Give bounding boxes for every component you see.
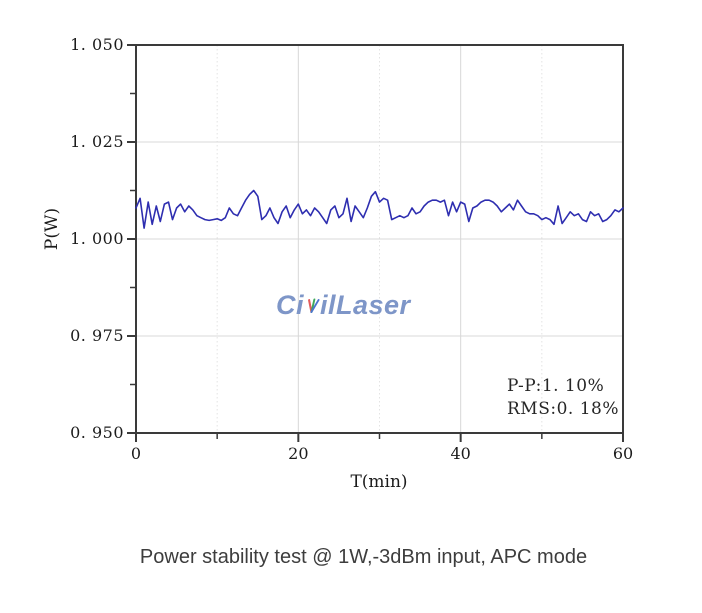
civillaser-watermark: Ci ilLaser bbox=[276, 290, 411, 320]
watermark-text-illaser: ilLaser bbox=[320, 290, 411, 320]
y-tick-label: 0. 975 bbox=[70, 326, 124, 345]
y-tick-label: 0. 950 bbox=[70, 423, 124, 442]
y-tick-label: 1. 050 bbox=[70, 35, 124, 54]
watermark-v-icon bbox=[308, 298, 320, 313]
peak-to-peak-value: P-P:1. 10% bbox=[507, 376, 605, 396]
x-axis-label: T(min) bbox=[350, 472, 408, 492]
x-tick-label: 40 bbox=[450, 444, 471, 463]
x-tick-label: 0 bbox=[130, 444, 142, 463]
y-tick-label: 1. 025 bbox=[70, 132, 124, 151]
figure-caption: Power stability test @ 1W,-3dBm input, A… bbox=[139, 546, 588, 568]
y-tick-label: 1. 000 bbox=[70, 229, 124, 248]
rms-value: RMS:0. 18% bbox=[507, 399, 619, 419]
x-tick-label: 60 bbox=[612, 444, 634, 463]
stats-annotation: P-P:1. 10% RMS:0. 18% bbox=[507, 375, 619, 421]
x-tick-label: 20 bbox=[288, 444, 309, 463]
watermark-text-ci: Ci bbox=[276, 290, 304, 320]
